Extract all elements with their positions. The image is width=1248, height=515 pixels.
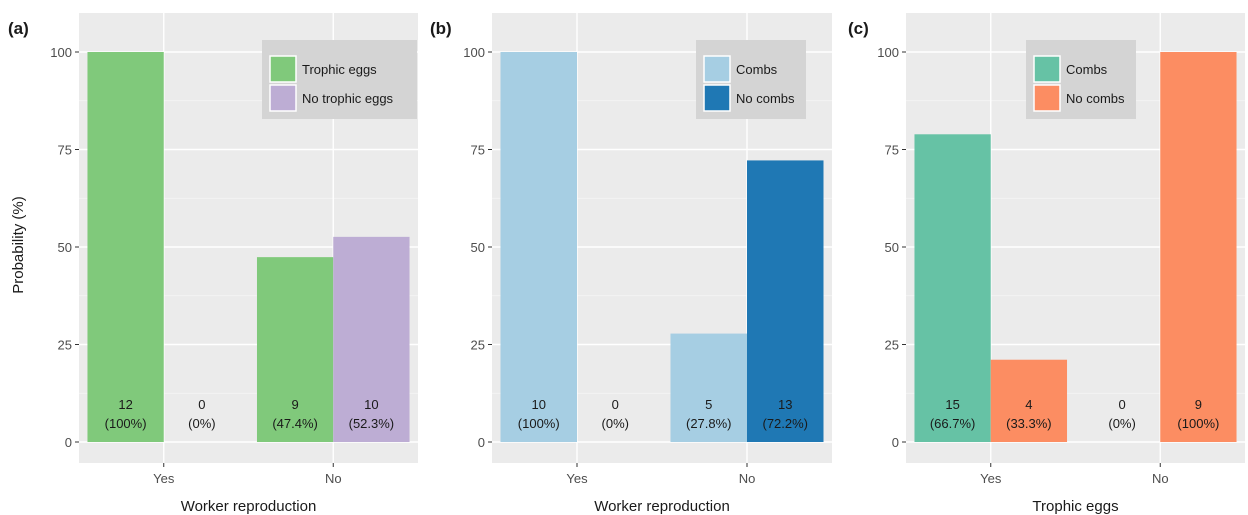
y-tick-label: 100 — [50, 45, 72, 60]
data-label-percent: (0%) — [188, 416, 215, 431]
y-tick-label: 100 — [463, 45, 485, 60]
data-label-count: 9 — [291, 397, 298, 412]
bar-no-combs-no — [1160, 52, 1237, 442]
data-label-count: 13 — [778, 397, 792, 412]
panel-label: (c) — [848, 19, 869, 38]
bar-combs-yes — [500, 52, 577, 442]
chart-panel-a: 0 25 50 75 100 12 (100%) 0 (0%) 9 (47.4%) 10 (52.3%)… — [8, 13, 418, 515]
y-tick-label: 100 — [877, 45, 899, 60]
x-axis-label: Worker reproduction — [594, 498, 730, 515]
legend-key — [1033, 84, 1061, 112]
data-label-count: 0 — [1118, 397, 1125, 412]
data-label-percent: (100%) — [105, 416, 147, 431]
bar-trophic-eggs-yes — [87, 52, 164, 442]
legend-label: Combs — [736, 62, 778, 77]
y-tick-label: 25 — [58, 338, 72, 353]
legend-label: No combs — [736, 91, 795, 106]
data-label-count: 10 — [364, 397, 378, 412]
x-axis-label: Trophic eggs — [1032, 498, 1118, 515]
legend-key — [1033, 55, 1061, 83]
y-tick-label: 50 — [58, 240, 72, 255]
data-label-percent: (52.3%) — [349, 416, 395, 431]
x-axis-label: Worker reproduction — [181, 498, 317, 515]
y-tick-label: 0 — [892, 435, 899, 450]
y-tick-label: 25 — [885, 338, 899, 353]
y-axis-label: Probability (%) — [10, 196, 27, 294]
x-tick-label: No — [325, 471, 342, 486]
y-tick-label: 25 — [471, 338, 485, 353]
legend-key — [703, 55, 731, 83]
legend-label: Combs — [1066, 62, 1108, 77]
legend-key — [703, 84, 731, 112]
bar-no-combs-no — [747, 160, 824, 443]
legend-label: Trophic eggs — [302, 62, 377, 77]
data-label-count: 0 — [612, 397, 619, 412]
data-label-percent: (72.2%) — [762, 416, 808, 431]
data-label-percent: (66.7%) — [930, 416, 976, 431]
data-label-count: 9 — [1195, 397, 1202, 412]
bar-no-combs-yes — [990, 359, 1068, 442]
legend-label: No trophic eggs — [302, 91, 394, 106]
legend-key — [269, 84, 297, 112]
data-label-count: 10 — [532, 397, 546, 412]
y-tick-label: 50 — [885, 240, 899, 255]
data-label-percent: (0%) — [1108, 416, 1135, 431]
data-label-count: 0 — [198, 397, 205, 412]
data-label-count: 12 — [118, 397, 132, 412]
data-label-percent: (27.8%) — [686, 416, 732, 431]
data-label-count: 4 — [1025, 397, 1032, 412]
data-label-percent: (100%) — [518, 416, 560, 431]
bar-combs-yes — [914, 134, 991, 443]
data-label-count: 5 — [705, 397, 712, 412]
legend-label: No combs — [1066, 91, 1125, 106]
y-tick-label: 75 — [471, 143, 485, 158]
panel-label: (b) — [430, 19, 452, 38]
y-tick-label: 75 — [58, 143, 72, 158]
y-tick-label: 0 — [478, 435, 485, 450]
legend-key — [269, 55, 297, 83]
x-tick-label: Yes — [153, 471, 175, 486]
bar-no-trophic-eggs-no — [333, 236, 410, 442]
x-tick-label: No — [1152, 471, 1169, 486]
chart-panel-c: 0 25 50 75 100 15 (66.7%) 4 (33.3%) 0 (0%) 9 (100%) Y… — [848, 13, 1245, 515]
data-label-percent: (0%) — [602, 416, 629, 431]
x-tick-label: Yes — [566, 471, 588, 486]
panel-label: (a) — [8, 19, 29, 38]
data-label-percent: (100%) — [1177, 416, 1219, 431]
bar-combs-no — [670, 333, 747, 442]
data-label-percent: (47.4%) — [272, 416, 318, 431]
chart-panel-b: 0 25 50 75 100 10 (100%) 0 (0%) 5 (27.8%) 13 (72.2%)… — [430, 13, 832, 515]
x-tick-label: Yes — [980, 471, 1002, 486]
data-label-count: 15 — [945, 397, 959, 412]
y-tick-label: 0 — [65, 435, 72, 450]
data-label-percent: (33.3%) — [1006, 416, 1052, 431]
y-tick-label: 50 — [471, 240, 485, 255]
x-tick-label: No — [739, 471, 756, 486]
y-tick-label: 75 — [885, 143, 899, 158]
bar-trophic-eggs-no — [256, 257, 334, 442]
